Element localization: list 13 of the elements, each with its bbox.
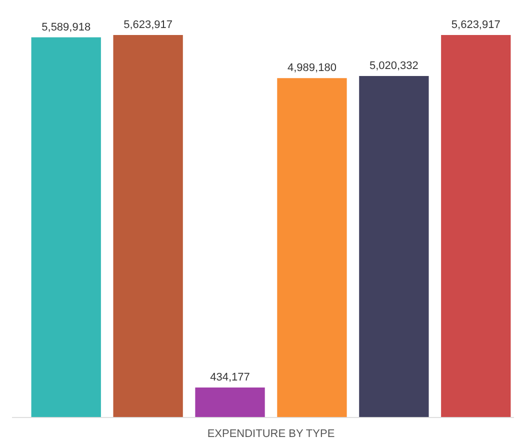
data-label: 5,589,918 (42, 21, 91, 34)
bar (31, 37, 101, 417)
data-label: 5,020,332 (369, 60, 418, 72)
data-label: 5,623,917 (451, 19, 500, 31)
bar (113, 35, 183, 417)
bar (441, 35, 511, 417)
data-label: 4,989,180 (288, 62, 336, 74)
data-label: 5,623,917 (124, 19, 173, 31)
bar (277, 78, 347, 417)
x-axis-title: EXPENDITURE BY TYPE (207, 428, 335, 440)
bar (195, 388, 265, 417)
data-label: 434,177 (210, 372, 250, 384)
bar (359, 76, 429, 417)
